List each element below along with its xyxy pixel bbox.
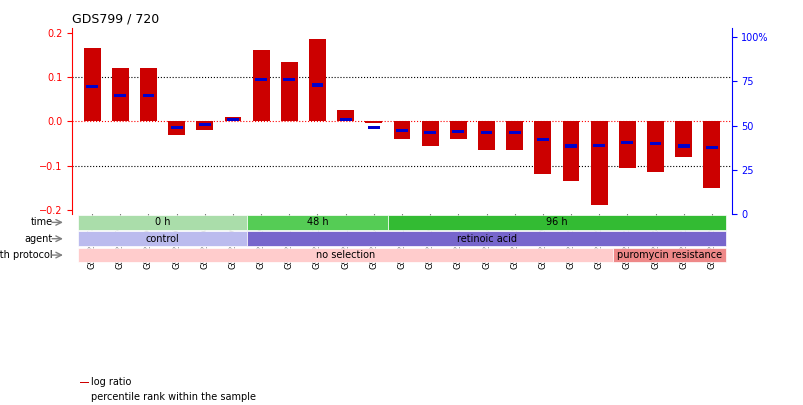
Bar	[142, 94, 154, 97]
Bar	[424, 131, 435, 134]
Text: agent: agent	[24, 234, 52, 244]
Text: GDS799 / 720: GDS799 / 720	[72, 13, 160, 26]
Bar	[312, 83, 323, 87]
Bar	[84, 48, 100, 121]
Bar	[646, 121, 663, 172]
FancyBboxPatch shape	[613, 248, 725, 262]
Bar	[283, 78, 295, 81]
Text: retinoic acid: retinoic acid	[456, 234, 516, 244]
Text: time: time	[31, 217, 52, 227]
Bar	[226, 118, 238, 121]
Bar	[506, 121, 523, 150]
Bar	[396, 128, 407, 132]
Text: growth protocol: growth protocol	[0, 250, 52, 260]
Bar	[393, 121, 410, 139]
Bar	[336, 110, 353, 121]
Bar	[508, 131, 520, 134]
Bar	[252, 51, 269, 121]
Bar	[677, 145, 689, 147]
Text: 48 h: 48 h	[306, 217, 328, 227]
Bar	[450, 121, 467, 139]
Bar	[280, 62, 297, 121]
FancyBboxPatch shape	[78, 231, 247, 246]
Bar	[703, 121, 719, 188]
Bar	[562, 121, 579, 181]
Bar	[224, 117, 241, 121]
Bar	[170, 126, 182, 129]
Bar	[593, 144, 605, 147]
FancyBboxPatch shape	[78, 248, 613, 262]
Bar	[198, 123, 210, 126]
Bar	[452, 130, 463, 133]
Bar	[534, 121, 551, 175]
FancyBboxPatch shape	[387, 215, 725, 230]
Bar	[478, 121, 495, 150]
Bar	[308, 39, 325, 121]
Bar	[114, 94, 126, 97]
Text: no selection: no selection	[316, 250, 375, 260]
Text: control: control	[145, 234, 179, 244]
Text: 96 h: 96 h	[545, 217, 567, 227]
Bar	[80, 396, 89, 397]
Bar	[80, 382, 89, 383]
Bar	[621, 141, 633, 144]
Bar	[340, 118, 351, 121]
Bar	[565, 145, 577, 147]
Bar	[112, 68, 128, 121]
Bar	[86, 85, 98, 88]
Bar	[140, 68, 157, 121]
FancyBboxPatch shape	[78, 215, 247, 230]
Bar	[705, 146, 717, 149]
Text: log ratio: log ratio	[91, 377, 131, 387]
Bar	[368, 126, 379, 129]
Bar	[590, 121, 607, 205]
Bar	[365, 121, 381, 124]
Bar	[675, 121, 691, 157]
Bar	[536, 138, 548, 141]
FancyBboxPatch shape	[247, 231, 725, 246]
Bar	[649, 142, 661, 145]
Text: 0 h: 0 h	[154, 217, 170, 227]
Bar	[422, 121, 438, 146]
Bar	[255, 78, 267, 81]
FancyBboxPatch shape	[247, 215, 387, 230]
Bar	[168, 121, 185, 134]
Bar	[618, 121, 635, 168]
Text: puromycin resistance: puromycin resistance	[617, 250, 721, 260]
Bar	[480, 131, 491, 134]
Bar	[196, 121, 213, 130]
Text: percentile rank within the sample: percentile rank within the sample	[91, 392, 255, 402]
